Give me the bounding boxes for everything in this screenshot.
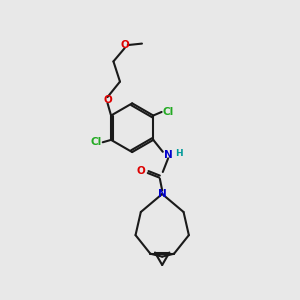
Text: Cl: Cl: [91, 137, 102, 147]
Text: Cl: Cl: [162, 107, 173, 117]
Text: H: H: [175, 149, 182, 158]
Text: O: O: [120, 40, 129, 50]
Text: N: N: [164, 150, 172, 161]
Text: O: O: [136, 166, 145, 176]
Text: N: N: [158, 189, 167, 199]
Text: O: O: [103, 95, 112, 105]
